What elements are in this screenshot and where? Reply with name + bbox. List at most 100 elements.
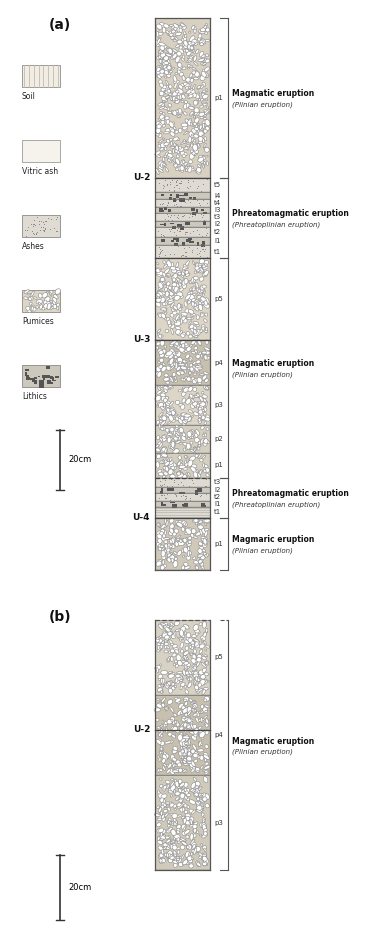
Ellipse shape: [194, 639, 199, 642]
Ellipse shape: [167, 719, 173, 724]
Bar: [155, 493, 210, 501]
Ellipse shape: [195, 266, 199, 271]
Ellipse shape: [178, 272, 181, 275]
Ellipse shape: [195, 676, 197, 682]
Point: [156, 223, 162, 238]
Ellipse shape: [196, 355, 200, 359]
Bar: [34, 381, 37, 384]
Ellipse shape: [159, 417, 162, 420]
Ellipse shape: [195, 629, 199, 634]
Ellipse shape: [183, 388, 187, 393]
Ellipse shape: [198, 549, 202, 553]
Ellipse shape: [163, 362, 165, 366]
Ellipse shape: [198, 470, 202, 476]
Ellipse shape: [205, 59, 210, 62]
Ellipse shape: [178, 456, 181, 460]
Ellipse shape: [158, 291, 163, 296]
Ellipse shape: [191, 302, 195, 307]
Ellipse shape: [164, 61, 169, 64]
Ellipse shape: [187, 464, 190, 467]
Ellipse shape: [164, 550, 168, 552]
Point: [180, 247, 186, 262]
Ellipse shape: [187, 663, 190, 667]
Ellipse shape: [156, 269, 160, 272]
Ellipse shape: [191, 464, 197, 468]
Ellipse shape: [189, 364, 193, 367]
Ellipse shape: [167, 299, 174, 302]
Ellipse shape: [173, 414, 178, 416]
Point: [167, 492, 173, 507]
Ellipse shape: [189, 131, 195, 137]
Ellipse shape: [159, 757, 161, 762]
Ellipse shape: [181, 732, 184, 736]
Ellipse shape: [156, 420, 160, 425]
Ellipse shape: [173, 719, 175, 726]
Ellipse shape: [198, 419, 202, 423]
Ellipse shape: [203, 680, 208, 685]
Ellipse shape: [194, 134, 198, 138]
Ellipse shape: [198, 741, 202, 746]
Ellipse shape: [162, 530, 167, 535]
Ellipse shape: [177, 520, 182, 527]
Ellipse shape: [159, 65, 161, 68]
Point: [160, 196, 166, 211]
Ellipse shape: [176, 32, 181, 36]
Ellipse shape: [180, 793, 185, 798]
Ellipse shape: [183, 753, 188, 755]
Point: [180, 488, 186, 503]
Ellipse shape: [166, 90, 170, 93]
Ellipse shape: [191, 144, 193, 147]
Ellipse shape: [162, 447, 167, 452]
Ellipse shape: [181, 412, 188, 416]
Point: [25, 219, 31, 235]
Point: [47, 221, 53, 236]
Ellipse shape: [161, 671, 167, 674]
Point: [28, 217, 33, 232]
Ellipse shape: [179, 90, 182, 96]
Ellipse shape: [170, 524, 174, 529]
Ellipse shape: [172, 96, 177, 102]
Ellipse shape: [162, 157, 165, 162]
Ellipse shape: [205, 705, 209, 708]
Ellipse shape: [193, 143, 197, 149]
Ellipse shape: [169, 33, 173, 36]
Ellipse shape: [191, 790, 197, 793]
Ellipse shape: [184, 667, 187, 671]
Ellipse shape: [178, 471, 181, 476]
Ellipse shape: [183, 37, 187, 42]
Ellipse shape: [164, 625, 170, 627]
Ellipse shape: [167, 409, 171, 412]
Text: Vitric ash: Vitric ash: [22, 167, 58, 176]
Ellipse shape: [194, 850, 199, 852]
Point: [200, 177, 206, 192]
Ellipse shape: [177, 520, 179, 526]
Ellipse shape: [201, 662, 206, 668]
Ellipse shape: [190, 441, 193, 444]
Ellipse shape: [168, 763, 172, 768]
Ellipse shape: [191, 139, 194, 143]
Ellipse shape: [157, 272, 163, 275]
Point: [159, 487, 165, 502]
Bar: [192, 197, 196, 200]
Ellipse shape: [169, 30, 172, 35]
Ellipse shape: [203, 144, 206, 148]
Ellipse shape: [177, 850, 180, 854]
Ellipse shape: [187, 805, 190, 809]
Ellipse shape: [164, 318, 167, 320]
Ellipse shape: [184, 112, 187, 115]
Ellipse shape: [196, 120, 198, 127]
Ellipse shape: [164, 155, 167, 158]
Ellipse shape: [182, 55, 185, 60]
Ellipse shape: [190, 436, 193, 439]
Point: [161, 477, 167, 492]
Ellipse shape: [161, 534, 163, 535]
Ellipse shape: [169, 431, 173, 436]
Ellipse shape: [184, 685, 187, 689]
Ellipse shape: [179, 628, 184, 635]
Ellipse shape: [195, 566, 199, 569]
Ellipse shape: [189, 640, 192, 644]
Ellipse shape: [170, 147, 175, 149]
Point: [34, 224, 40, 239]
Ellipse shape: [173, 647, 178, 651]
Ellipse shape: [194, 271, 197, 273]
